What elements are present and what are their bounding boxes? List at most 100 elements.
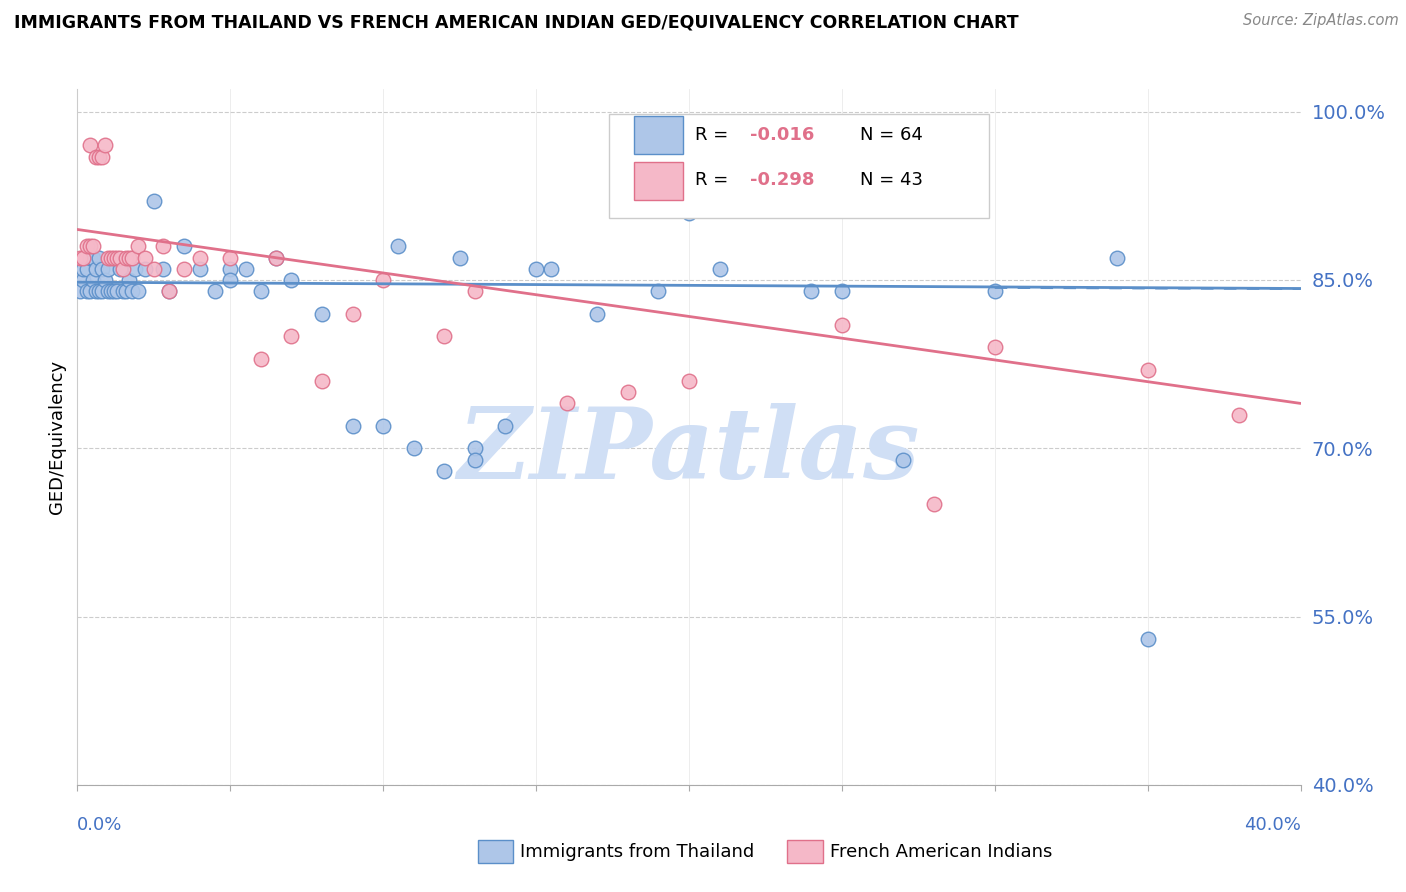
Point (115, 251, 138, 265)
Point (219, 251, 242, 265)
Point (152, 239, 174, 253)
Point (280, 273, 302, 287)
Point (173, 239, 195, 253)
Point (87, 149, 110, 163)
Point (311, 307, 333, 321)
Point (464, 442, 486, 456)
Point (188, 251, 211, 265)
Point (495, 418, 517, 433)
Point (108, 251, 131, 265)
Point (90, 149, 112, 163)
Point (617, 385, 640, 400)
Point (922, 497, 945, 511)
Point (103, 284, 125, 298)
Point (112, 261, 135, 276)
Point (97, 251, 120, 265)
Point (152, 261, 174, 276)
Point (84, 149, 107, 163)
Point (112, 284, 135, 298)
Point (984, 340, 1007, 354)
Point (264, 251, 287, 265)
Text: French American Indians: French American Indians (830, 843, 1052, 861)
Point (94, 138, 117, 153)
Point (105, 251, 128, 265)
Text: R =: R = (695, 126, 734, 144)
Text: Source: ZipAtlas.com: Source: ZipAtlas.com (1243, 13, 1399, 29)
Y-axis label: GED/Equivalency: GED/Equivalency (48, 360, 66, 514)
Point (94, 273, 117, 287)
Point (115, 284, 138, 298)
Point (464, 452, 486, 467)
Point (108, 261, 131, 276)
Point (342, 307, 364, 321)
Point (121, 251, 143, 265)
Point (157, 284, 180, 298)
Point (142, 194, 165, 209)
Point (402, 442, 425, 456)
Point (173, 261, 195, 276)
Point (219, 273, 242, 287)
Point (118, 273, 141, 287)
FancyBboxPatch shape (634, 116, 683, 154)
Point (79, 239, 101, 253)
Point (121, 284, 143, 298)
Text: ZIPatlas: ZIPatlas (458, 403, 920, 500)
Point (555, 396, 578, 410)
Point (1136, 363, 1159, 377)
Point (84, 284, 107, 298)
Point (464, 284, 486, 298)
Point (647, 284, 669, 298)
FancyBboxPatch shape (609, 113, 988, 218)
Point (90, 284, 112, 298)
Point (118, 251, 141, 265)
Point (433, 329, 456, 343)
Point (97, 261, 120, 276)
Point (157, 284, 180, 298)
Point (82, 239, 104, 253)
Point (97, 284, 120, 298)
Point (524, 261, 547, 276)
Point (76, 284, 98, 298)
Text: -0.298: -0.298 (751, 171, 814, 189)
Point (79, 251, 101, 265)
Point (128, 284, 150, 298)
Point (82, 273, 104, 287)
Point (72, 261, 94, 276)
Point (134, 251, 156, 265)
Point (79, 284, 101, 298)
Point (280, 329, 302, 343)
Point (142, 261, 165, 276)
Text: N = 43: N = 43 (860, 171, 924, 189)
Text: N = 64: N = 64 (860, 126, 924, 144)
Point (72, 273, 94, 287)
Point (100, 284, 122, 298)
FancyBboxPatch shape (634, 161, 683, 200)
Point (76, 239, 98, 253)
Text: 0.0%: 0.0% (77, 816, 122, 834)
Point (84, 261, 107, 276)
Point (311, 374, 333, 388)
Point (831, 318, 853, 332)
Point (709, 261, 731, 276)
Text: -0.016: -0.016 (751, 126, 814, 144)
Point (69, 251, 91, 265)
Point (188, 261, 211, 276)
Point (72, 251, 94, 265)
Point (678, 374, 700, 388)
Point (250, 351, 273, 366)
Point (82, 251, 104, 265)
Point (342, 418, 364, 433)
Point (433, 464, 456, 478)
Point (800, 284, 823, 298)
Point (586, 307, 609, 321)
Point (235, 261, 257, 276)
Point (103, 251, 125, 265)
Point (678, 205, 700, 219)
Point (204, 284, 226, 298)
Point (984, 284, 1007, 298)
Point (387, 239, 409, 253)
Point (105, 284, 128, 298)
Point (831, 284, 853, 298)
Point (371, 273, 394, 287)
Point (79, 138, 101, 153)
